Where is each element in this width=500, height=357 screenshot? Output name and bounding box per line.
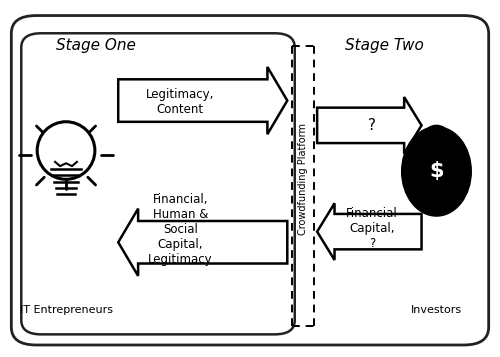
Polygon shape (317, 97, 422, 154)
Polygon shape (420, 137, 452, 144)
Text: Investors: Investors (411, 305, 462, 315)
Text: Stage One: Stage One (56, 38, 136, 53)
Polygon shape (118, 67, 288, 134)
FancyBboxPatch shape (12, 16, 488, 345)
Text: Legitimacy,
Content: Legitimacy, Content (146, 88, 214, 116)
Text: Stage Two: Stage Two (345, 38, 424, 53)
Text: IT Entrepreneurs: IT Entrepreneurs (20, 305, 112, 315)
Polygon shape (118, 208, 288, 276)
Circle shape (426, 125, 448, 141)
Text: Crowdfunding Platform: Crowdfunding Platform (298, 122, 308, 235)
Polygon shape (317, 203, 422, 260)
Text: ?: ? (368, 118, 376, 133)
Text: $: $ (429, 161, 444, 181)
Ellipse shape (402, 127, 471, 216)
FancyBboxPatch shape (22, 33, 295, 335)
Text: Financial
Capital,
?: Financial Capital, ? (346, 207, 398, 250)
Ellipse shape (37, 122, 95, 179)
Text: Financial,
Human &
Social
Capital,
Legitimacy: Financial, Human & Social Capital, Legit… (148, 193, 212, 266)
